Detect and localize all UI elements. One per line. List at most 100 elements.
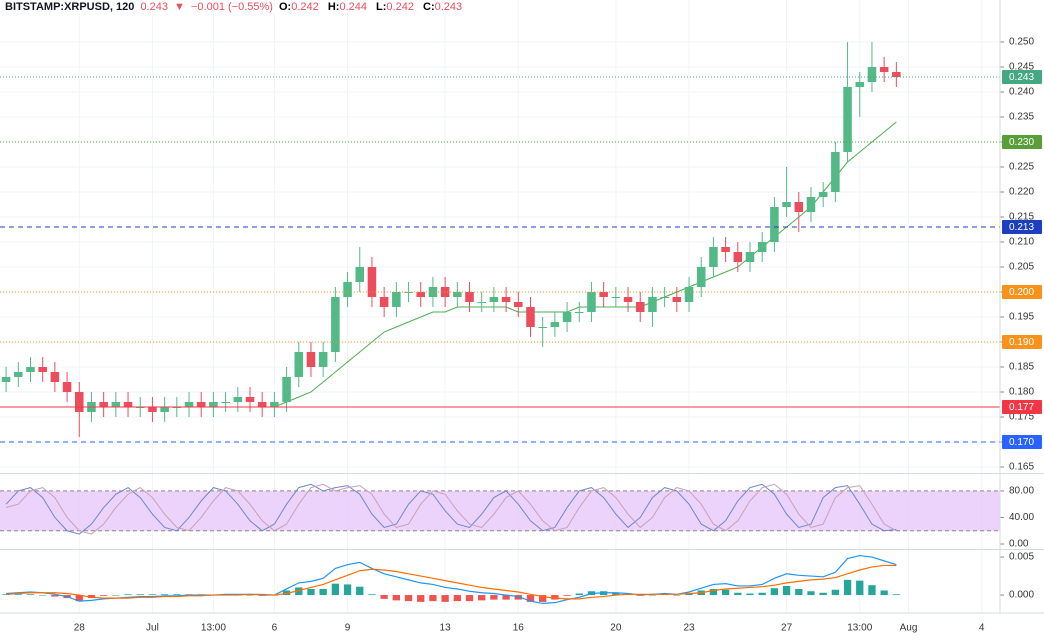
histogram-bar xyxy=(843,579,852,596)
candle-body xyxy=(575,312,584,313)
stoch-band xyxy=(0,490,1000,531)
price-level-tag xyxy=(1002,335,1042,349)
candle-body xyxy=(757,242,767,252)
line-series xyxy=(6,554,897,605)
y-tick-label: 0.215 xyxy=(1009,212,1034,223)
histogram-bar xyxy=(526,595,535,602)
ohlc-value: 0.242 xyxy=(386,1,414,13)
histogram-bar xyxy=(319,588,327,596)
candle-body xyxy=(770,207,779,242)
histogram-bar xyxy=(343,584,352,596)
candle-body xyxy=(282,377,291,402)
candle-body xyxy=(672,297,682,302)
candle-body xyxy=(514,302,523,307)
x-tick-label: Jul xyxy=(146,623,159,634)
y-tick-label: 0.180 xyxy=(1009,387,1034,398)
candle-body xyxy=(416,292,425,297)
histogram-bar xyxy=(539,595,547,602)
candle-body xyxy=(599,292,608,297)
candle-body xyxy=(233,397,243,402)
histogram-bar xyxy=(429,595,437,602)
candle-body xyxy=(550,322,560,327)
histogram-bar xyxy=(734,592,742,596)
price-level-tag xyxy=(1002,435,1042,449)
candle-body xyxy=(538,327,547,328)
histogram-bar xyxy=(100,595,108,596)
histogram-bar xyxy=(514,595,522,600)
x-tick-label: 13:00 xyxy=(201,623,226,634)
price-level-tag xyxy=(1002,70,1042,84)
histogram-bar xyxy=(612,592,620,596)
histogram-bar xyxy=(648,595,657,596)
histogram-bar xyxy=(368,594,376,596)
candle-body xyxy=(648,297,657,312)
histogram-bar xyxy=(404,595,413,602)
ohlc-value: 0.242 xyxy=(291,1,319,13)
candle-body xyxy=(355,267,365,282)
last-price: 0.243 xyxy=(140,1,168,13)
price-level-tag xyxy=(1002,135,1042,149)
histogram-bar xyxy=(868,585,876,596)
candle-body xyxy=(465,292,474,302)
histogram-bar xyxy=(148,594,157,596)
ohlc-h: H:0.244 xyxy=(328,1,370,13)
histogram-bar xyxy=(356,586,364,596)
histogram-bar xyxy=(795,588,803,596)
candle-body xyxy=(148,407,157,412)
histogram-bar xyxy=(892,594,900,596)
candle-body xyxy=(733,252,743,262)
y-tick-label: 0.225 xyxy=(1009,162,1034,173)
candle-body xyxy=(477,302,486,303)
candle-body xyxy=(892,72,901,77)
histogram-bar xyxy=(746,593,754,596)
histogram-bar xyxy=(112,595,120,596)
histogram-bar xyxy=(380,595,388,599)
histogram-bar xyxy=(465,595,474,602)
histogram-bar xyxy=(39,595,47,596)
y-tick-label: 0.205 xyxy=(1009,262,1034,273)
candle-body xyxy=(526,307,535,327)
candle-body xyxy=(587,292,596,312)
histogram-bar xyxy=(856,580,864,596)
histogram-bar xyxy=(721,589,730,596)
x-tick-label: 28 xyxy=(74,623,86,634)
histogram-bar xyxy=(246,595,254,596)
candle-body xyxy=(696,267,706,287)
histogram-bar xyxy=(173,594,181,596)
histogram-bar xyxy=(75,595,83,602)
change: −0.001 (−0.55%) xyxy=(190,1,273,13)
candle-body xyxy=(270,402,279,407)
candle-body xyxy=(867,67,877,82)
ohlc-l: L:0.242 xyxy=(376,1,417,13)
x-tick-label: 27 xyxy=(781,623,793,634)
ohlc-c: C:0.243 xyxy=(423,1,465,13)
y-tick-label: 0.185 xyxy=(1009,362,1034,373)
candle-body xyxy=(635,302,645,312)
candle-body xyxy=(331,297,340,352)
x-tick-label: 4 xyxy=(979,623,985,634)
x-tick-label: 13:00 xyxy=(847,623,872,634)
y-tick-label: 0.235 xyxy=(1009,112,1034,123)
candle-body xyxy=(306,352,316,367)
y-tick-label: 0.210 xyxy=(1009,237,1034,248)
histogram-bar xyxy=(295,587,303,596)
histogram-bar xyxy=(51,595,59,597)
candle-body xyxy=(257,402,267,407)
candle-body xyxy=(184,402,194,407)
candle-body xyxy=(660,297,669,298)
candle-body xyxy=(1,377,11,382)
symbol: BITSTAMP:XRPUSD, 120 xyxy=(5,1,135,13)
histogram-bar xyxy=(575,593,583,596)
price-level-tag xyxy=(1002,220,1042,234)
price-level-label: 0.243 xyxy=(1009,72,1034,83)
candle-body xyxy=(123,402,133,407)
candle-body xyxy=(245,397,255,402)
candle-body xyxy=(38,367,47,372)
candle-body xyxy=(501,297,511,302)
price-level-label: 0.190 xyxy=(1009,337,1034,348)
line-series xyxy=(5,483,897,535)
histogram-bar xyxy=(758,592,766,596)
histogram-bar xyxy=(490,595,498,600)
histogram-bar xyxy=(160,594,169,596)
y-tick-label: 0.000 xyxy=(1009,590,1034,601)
